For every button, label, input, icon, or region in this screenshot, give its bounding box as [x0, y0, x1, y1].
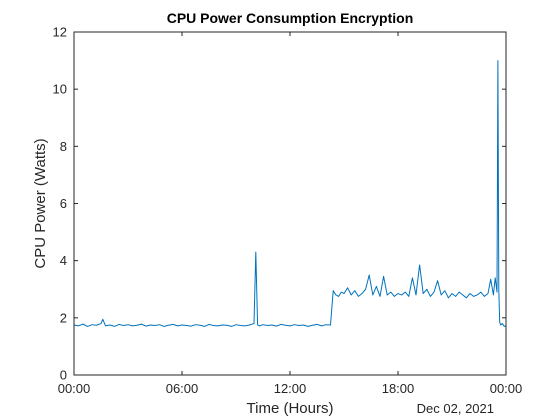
- y-tick-label: 8: [60, 139, 67, 154]
- y-axis-label: CPU Power (Watts): [32, 138, 49, 268]
- y-tick-label: 2: [60, 310, 67, 325]
- y-tick-label: 6: [60, 196, 67, 211]
- y-tick-label: 0: [60, 368, 67, 383]
- plot-area: [74, 32, 506, 375]
- y-tick-label: 12: [53, 25, 67, 40]
- x-tick-label: 00:00: [58, 381, 91, 396]
- date-label: Dec 02, 2021: [417, 401, 494, 416]
- x-tick-label: 12:00: [274, 381, 307, 396]
- chart-title: CPU Power Consumption Encryption: [167, 10, 414, 26]
- x-tick-label: 18:00: [382, 381, 415, 396]
- x-axis-label: Time (Hours): [247, 400, 334, 417]
- line-layer: [73, 60, 507, 327]
- series-line: [73, 60, 507, 327]
- tick-layer: 0 2 4 6 8 10 12 00:00 06:00 12:00 18:00 00:00: [53, 25, 523, 397]
- y-tick-label: 10: [53, 82, 67, 97]
- x-tick-label: 06:00: [166, 381, 199, 396]
- x-tick-label: 00:00: [490, 381, 523, 396]
- y-tick-label: 4: [60, 253, 67, 268]
- plot-box: [73, 31, 507, 376]
